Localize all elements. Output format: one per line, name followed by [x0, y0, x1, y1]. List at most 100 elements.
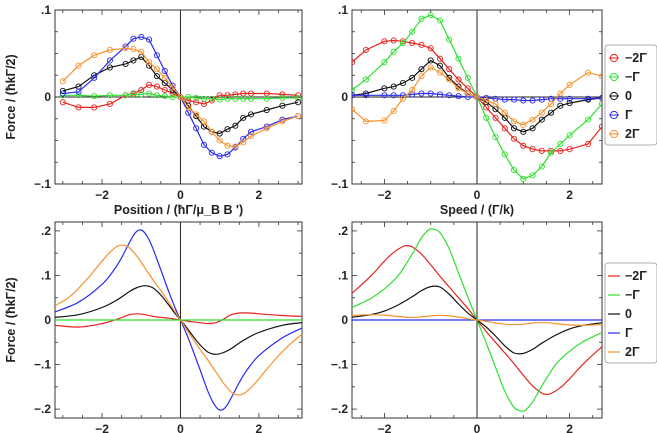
data-point-marker [585, 116, 592, 123]
data-point-marker [381, 38, 388, 45]
data-point-marker [240, 95, 247, 102]
data-point-marker [529, 125, 536, 132]
data-point-marker [566, 100, 573, 107]
legend-entry-label: 2Γ [625, 345, 640, 359]
x-tick-label: −2 [378, 422, 392, 433]
data-point-marker [446, 66, 453, 73]
data-point-marker [91, 104, 98, 111]
data-point-marker [455, 93, 462, 100]
data-point-marker [130, 57, 137, 64]
data-point-marker [295, 94, 302, 101]
data-point-marker [427, 90, 434, 97]
data-point-marker [548, 100, 555, 108]
data-point-marker [510, 118, 518, 125]
data-point-marker [240, 114, 247, 121]
data-point-marker [418, 41, 425, 48]
data-point-marker [208, 128, 215, 135]
data-point-marker [464, 90, 471, 97]
x-tick-label: 0 [177, 188, 184, 202]
data-point-marker [138, 48, 145, 55]
data-point-marker [446, 36, 453, 43]
data-point-marker [59, 99, 66, 106]
data-point-marker [232, 91, 239, 98]
series-line [352, 66, 602, 126]
x-tick-label: 0 [474, 422, 481, 433]
data-point-marker [585, 140, 592, 148]
data-point-marker [138, 86, 145, 94]
data-point-marker [193, 94, 200, 101]
data-point-marker [122, 45, 129, 52]
data-point-marker [177, 93, 184, 101]
data-point-marker [185, 102, 192, 109]
data-point-marker [510, 167, 518, 174]
x-tick-label: 2 [256, 422, 263, 433]
data-point-marker [193, 125, 200, 132]
data-point-marker [598, 123, 602, 130]
data-point-marker [510, 125, 518, 132]
legend-entry-label: −Γ [625, 288, 640, 302]
data-point-marker [598, 100, 602, 108]
chart-panel-top-right: −2 0 2 −.1 0 .1 Speed / (Γ/k) [331, 3, 603, 217]
data-point-marker [279, 94, 286, 101]
data-point-marker [224, 151, 231, 158]
data-point-marker [381, 59, 388, 66]
data-point-marker [106, 92, 113, 99]
data-point-marker [501, 96, 508, 103]
legend-entry-label: −2Γ [625, 269, 647, 283]
y-tick-label: .1 [41, 268, 51, 282]
data-point-marker [146, 62, 153, 69]
data-point-marker [510, 135, 518, 142]
data-point-marker [418, 15, 425, 22]
data-point-marker [224, 142, 231, 149]
data-point-marker [59, 90, 66, 97]
legend-box [604, 44, 657, 146]
data-point-marker [427, 64, 434, 71]
data-point-marker [501, 125, 508, 132]
data-point-marker [279, 102, 286, 109]
data-point-marker [427, 57, 434, 64]
data-point-marker [390, 92, 397, 99]
chart-panel-bottom-left: −202−.2−.10.1.2Position / (ħΓ/μ_B B ')Fo… [4, 221, 303, 433]
legend-entry-label: −Γ [625, 70, 640, 84]
data-point-marker [427, 12, 434, 19]
series-group [352, 12, 602, 182]
data-point-marker [106, 46, 113, 54]
data-point-marker [263, 107, 270, 114]
data-point-marker [208, 95, 215, 102]
data-point-marker [153, 52, 160, 59]
data-point-marker [538, 163, 545, 170]
legend-entry-label: Γ [625, 326, 633, 340]
data-point-marker [390, 37, 397, 44]
data-point-marker [598, 94, 602, 101]
legend-swatch-marker [609, 91, 619, 101]
data-point-marker [566, 95, 573, 102]
y-tick-label: 0 [341, 313, 348, 327]
data-point-marker [146, 36, 153, 43]
y-tick-label: .1 [338, 268, 348, 282]
data-point-marker [566, 81, 573, 88]
data-point-marker [409, 74, 416, 81]
data-point-marker [216, 137, 223, 144]
data-point-marker [59, 78, 66, 85]
data-point-marker [59, 92, 66, 99]
data-point-marker [279, 91, 286, 98]
data-point-marker [520, 121, 527, 128]
data-point-marker [153, 73, 160, 80]
legend-bottom: −2Γ −Γ 0 Γ 2Γ [604, 262, 657, 364]
data-point-marker [240, 139, 247, 146]
data-point-marker [510, 96, 518, 103]
data-point-marker [446, 76, 453, 83]
data-point-marker [529, 116, 536, 123]
data-point-marker [362, 76, 369, 83]
data-point-marker [130, 35, 137, 42]
data-point-marker [263, 95, 270, 102]
data-point-marker [208, 97, 215, 104]
data-point-marker [216, 153, 223, 160]
x-axis-label: Position / (ħΓ/μ_B B ') [114, 203, 243, 217]
data-point-marker [520, 128, 527, 135]
legend-entry-label: 2Γ [625, 127, 640, 141]
data-point-marker [455, 55, 462, 62]
legend-entry-label: −2Γ [625, 51, 647, 65]
